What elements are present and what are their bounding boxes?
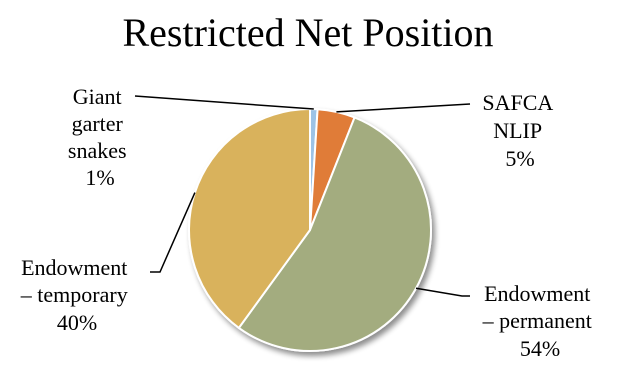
slice-label-endowment-permanent: Endowment – permanent 54%: [482, 281, 598, 361]
slice-percent-label: 54%: [520, 336, 560, 361]
slice-percent-label: 1%: [85, 165, 114, 190]
slice-label-line: garter: [72, 111, 124, 136]
slice-percent-label: 40%: [57, 310, 97, 335]
slice-label-giant-garter-snakes: Giant garter snakes 1%: [68, 84, 132, 190]
slice-label-line: snakes: [68, 138, 127, 163]
leader-line-safca-nlip: [336, 103, 471, 113]
leader-line-giant-garter-snakes: [134, 95, 314, 110]
slice-label-line: NLIP: [493, 118, 542, 143]
slice-label-line: – temporary: [20, 282, 128, 307]
slice-label-safca-nlip: SAFCA NLIP 5%: [482, 90, 557, 171]
slice-label-line: Endowment: [484, 281, 590, 306]
slice-label-endowment-temporary: Endowment – temporary 40%: [20, 255, 133, 335]
slice-label-line: Endowment: [21, 255, 127, 280]
slice-label-line: – permanent: [482, 308, 592, 333]
pie-slice-endowment-temporary: [188, 107, 311, 330]
leader-line-endowment-temporary: [150, 192, 196, 273]
slice-label-line: Giant: [73, 84, 122, 109]
slice-label-line: SAFCA: [482, 90, 553, 115]
pie-slice-endowment-permanent: [237, 116, 432, 352]
slice-percent-label: 5%: [505, 146, 534, 171]
chart-title: Restricted Net Position: [122, 10, 493, 55]
leader-line-endowment-permanent: [415, 287, 470, 297]
